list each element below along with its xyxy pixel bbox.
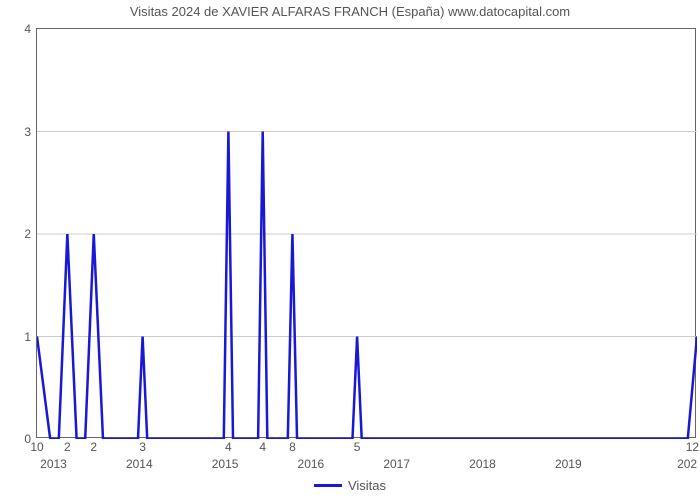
y-tick-label: 2 [24, 227, 31, 241]
x-tick-label: 2019 [555, 457, 582, 471]
data-point-label: 5 [354, 440, 361, 454]
y-tick-label: 1 [24, 330, 31, 344]
y-tick-label: 3 [24, 125, 31, 139]
x-tick-label: 2016 [298, 457, 325, 471]
data-point-label: 8 [289, 440, 296, 454]
data-point-label: 4 [259, 440, 266, 454]
data-point-label: 2 [64, 440, 71, 454]
y-tick-label: 4 [24, 22, 31, 36]
chart-title: Visitas 2024 de XAVIER ALFARAS FRANCH (E… [0, 4, 700, 19]
x-tick-label: 2013 [40, 457, 67, 471]
x-tick-label: 2015 [212, 457, 239, 471]
legend: Visitas [314, 478, 386, 493]
data-point-label: 3 [139, 440, 146, 454]
data-point-label: 2 [90, 440, 97, 454]
line-series-visitas [37, 132, 697, 440]
x-tick-label: 202 [677, 457, 697, 471]
plot-area: 0123420132014201520162017201820192021022… [36, 28, 696, 438]
data-point-label: 12 [686, 440, 699, 454]
legend-swatch [314, 484, 342, 487]
x-tick-label: 2014 [126, 457, 153, 471]
x-tick-label: 2017 [383, 457, 410, 471]
x-tick-label: 2018 [469, 457, 496, 471]
line-chart-svg [37, 29, 697, 439]
data-point-label: 4 [225, 440, 232, 454]
data-point-label: 10 [30, 440, 43, 454]
legend-label: Visitas [348, 478, 386, 493]
